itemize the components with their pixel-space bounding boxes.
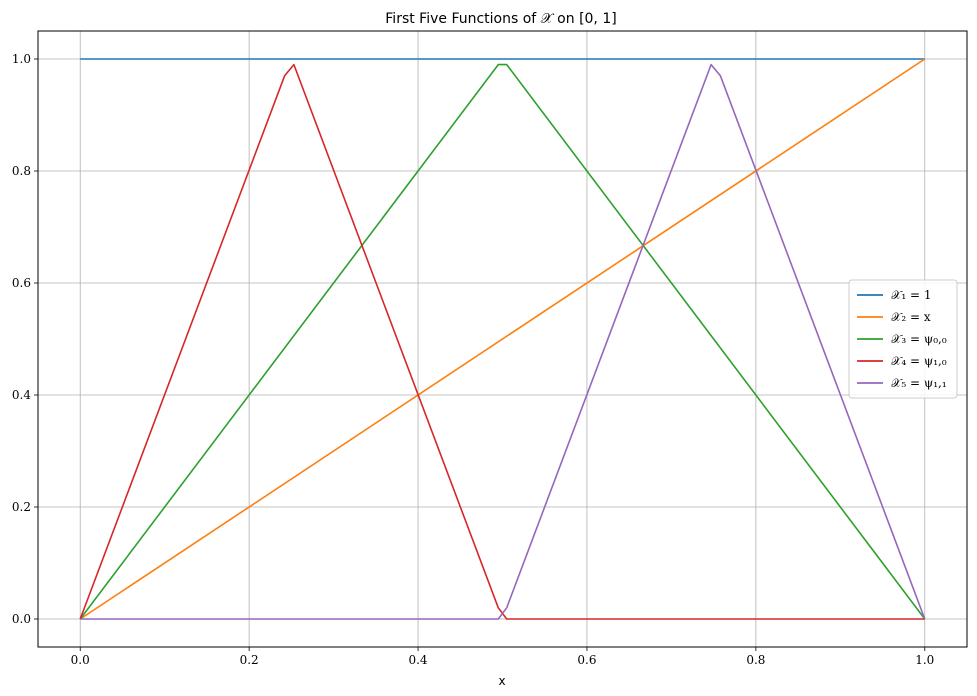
legend: 𝒳₁ = 1 𝒳₂ = x 𝒳₃ = ψ₀,₀ 𝒳₄ = ψ₁,₀ 𝒳₅ = ψ₁,₁ [848,279,958,399]
series-line-3 [79,63,926,620]
y-tick-label: 0.4 [12,388,31,402]
series-line-5 [80,63,926,620]
x-tick-label: 0.4 [408,653,427,667]
x-tick-label: 0.8 [746,653,765,667]
y-tick-label: 0.6 [12,276,31,290]
chart-title: First Five Functions of 𝒳 on [0, 1] [385,11,616,27]
y-tick-label: 1.0 [12,52,31,66]
x-tick-label: 1.0 [915,653,934,667]
plot-frame [37,30,968,648]
legend-label-2: 𝒳₂ = x [891,310,931,324]
legend-box [848,279,958,399]
y-tick-label: 0.2 [12,500,31,514]
x-axis-label: x [498,674,505,688]
legend-label-3: 𝒳₃ = ψ₀,₀ [891,332,947,346]
x-tick-label: 0.6 [577,653,596,667]
ticks: 0.0 0.2 0.4 0.6 0.8 1.0 0.0 0.2 0.4 0.6 0.8 1.0 [12,52,934,667]
x-tick-label: 0.0 [71,653,90,667]
series-line-2 [79,58,926,620]
legend-label-1: 𝒳₁ = 1 [891,288,931,302]
legend-label-5: 𝒳₅ = ψ₁,₁ [891,376,947,390]
y-tick-label: 0.0 [12,612,31,626]
grid [38,31,967,647]
series-layer [79,58,926,620]
y-tick-label: 0.8 [12,164,31,178]
series-line-4 [79,63,925,620]
x-tick-label: 0.2 [240,653,259,667]
legend-label-4: 𝒳₄ = ψ₁,₀ [891,354,947,368]
